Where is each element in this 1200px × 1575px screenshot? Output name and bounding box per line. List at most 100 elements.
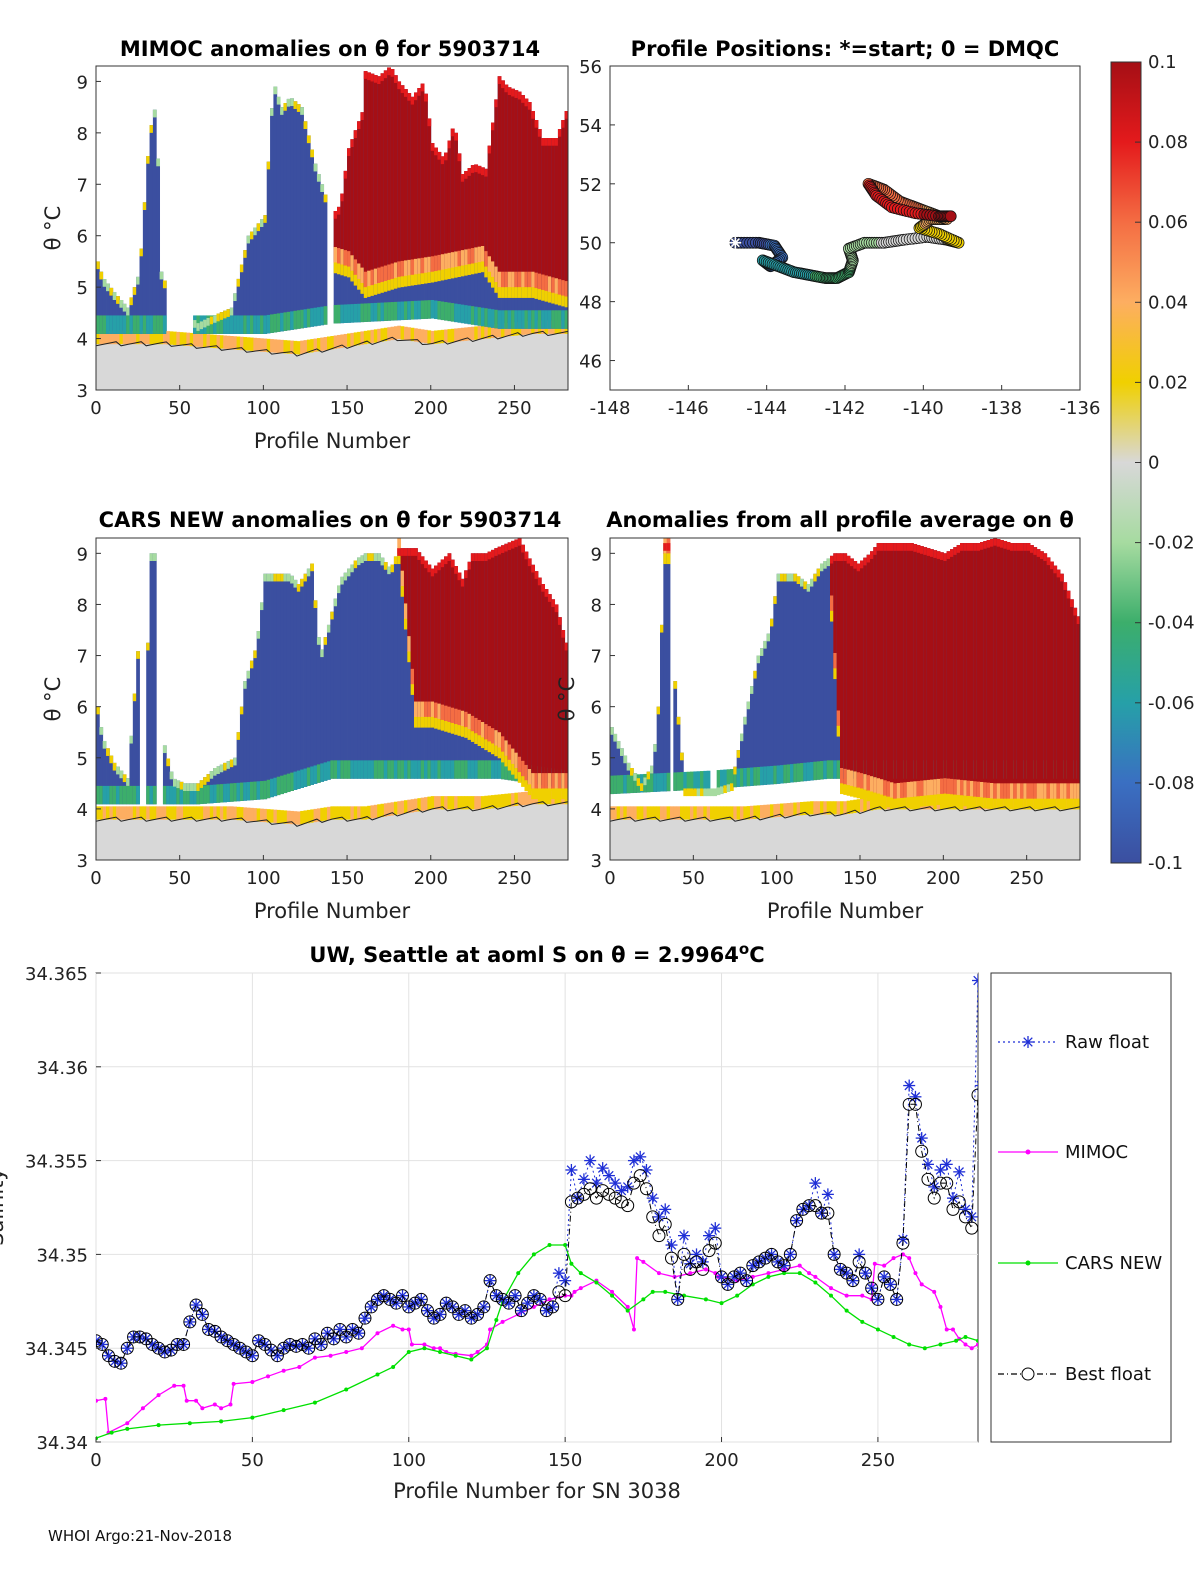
heatmap-cell-warm-edge [963,780,968,797]
heatmap-cell-surface [537,333,542,390]
heatmap-cell-transition [316,808,321,822]
heatmap-cell-cap [983,541,988,549]
heatmap-cell-mid [273,313,278,333]
series-dot-cars-new [531,1252,536,1257]
series-dot-cars-new [907,1342,912,1347]
heatmap-cell-surface [696,819,701,860]
heatmap-cell-transition [320,807,325,822]
heatmap-cell-mid [504,761,509,780]
heatmap-cell-transition [840,801,844,815]
heatmap-cell-cap [434,147,438,156]
x-tick-label: 0 [90,1450,101,1471]
heatmap-cell-cap [876,543,881,551]
y-tick-label: 34.365 [25,964,88,985]
heatmap-cell-mid [410,760,415,779]
heatmap-cell-cap [756,655,761,664]
heatmap-cell-surface [866,810,871,860]
heatmap-cell-cap [213,315,217,323]
heatmap-cell-warm-edge [420,257,425,274]
heatmap-cell-transition [330,336,335,350]
heatmap-cell-surface [940,808,944,860]
heatmap-cell-warm [986,540,991,799]
heatmap-cell-warm-edge [551,773,556,789]
heatmap-cell-surface [910,808,914,860]
heatmap-cell-transition [290,810,294,825]
heatmap-cell-warm [410,96,415,276]
heatmap-cell-warm [400,548,405,587]
heatmap-cell-transition [816,801,821,815]
heatmap-cell-surface [623,819,628,860]
heatmap-cell-surface [450,341,455,390]
heatmap-cell-transition [162,806,167,820]
heatmap-cell-surface [189,345,194,390]
heatmap-cell-mid [561,310,566,329]
heatmap-cell-mid [290,311,294,330]
heatmap-cell-cap [793,573,798,582]
heatmap-cell-cap [290,98,294,107]
heatmap-cell-cold [239,264,244,334]
heatmap-cell-mid [420,300,425,320]
heatmap-cell-transition [243,337,248,351]
y-tick-label: 52 [579,175,602,196]
heatmap-cell-cap [531,564,535,573]
heatmap-cell-warm [896,543,901,799]
heatmap-cell-surface [132,819,137,860]
heatmap-cell-surface [323,820,328,860]
heatmap-cell-warm-edge [434,255,438,272]
heatmap-cell-mid [400,760,405,779]
heatmap-cell-warm [537,129,542,290]
heatmap-cell-mid [750,767,754,786]
heatmap-cell-warm [830,555,834,612]
raw-float-point [602,1169,615,1182]
heatmap-cell-transition [803,801,808,816]
heatmap-cell-warm [427,564,432,718]
heatmap-cell-surface [393,339,398,390]
allavg-title: Anomalies from all profile average on θ [606,508,1074,532]
heatmap-cell-transition [477,796,482,810]
heatmap-cell-warm [430,568,435,718]
heatmap-cell-cap [494,99,499,108]
heatmap-cell-warm-base [424,716,428,728]
heatmap-cell-mid [796,763,801,782]
raw-float-point [609,1177,622,1190]
heatmap-cell-transition [136,806,140,820]
heatmap-cell-cap [940,552,944,560]
heatmap-cell-cap [266,161,271,170]
heatmap-cell-cap [1073,607,1078,616]
best-float-point [883,1277,897,1291]
heatmap-cell-mid [296,770,301,789]
heatmap-cell-warm [531,111,535,288]
heatmap-cell-warm [1020,543,1024,800]
heatmap-cell-surface [263,821,268,860]
heatmap-cell-warm-edge [450,707,455,724]
heatmap-cell-cold [246,670,251,801]
heatmap-cell-warm-edge [970,780,974,797]
heatmap-cell-warm [494,548,499,747]
heatmap-cell-transition [283,340,288,354]
heatmap-cell-cap [477,165,482,174]
series-dot-mimoc [297,1364,302,1369]
heatmap-cell-surface [494,337,499,390]
heatmap-cell-surface [383,340,388,390]
heatmap-cell-warm-base [477,262,482,273]
heatmap-cell-surface [1053,808,1058,860]
heatmap-cell-surface [444,342,448,390]
heatmap-cell-cold [367,553,371,779]
heatmap-cell-transition [480,796,485,810]
heatmap-cell-warm-edge [417,258,422,275]
heatmap-cell-warm [504,84,509,288]
heatmap-cell-cap [470,553,475,561]
heatmap-cell-warm [420,83,425,274]
heatmap-cell-surface [993,808,998,860]
heatmap-cell-surface [370,818,375,860]
salinity-x-ticks: 0 50 100 150 200 250 [90,1437,895,1471]
heatmap-cell-surface [437,808,442,860]
heatmap-cell-surface [793,815,798,860]
legend-swatch-marker [1025,1260,1031,1266]
legend-swatch-marker [1021,1367,1035,1381]
heatmap-cell-surface [116,819,120,860]
raw-float-point [434,1308,447,1321]
best-float-point [414,1292,428,1306]
heatmap-cell-mid [370,303,375,322]
heatmap-cell-cap [216,766,221,774]
